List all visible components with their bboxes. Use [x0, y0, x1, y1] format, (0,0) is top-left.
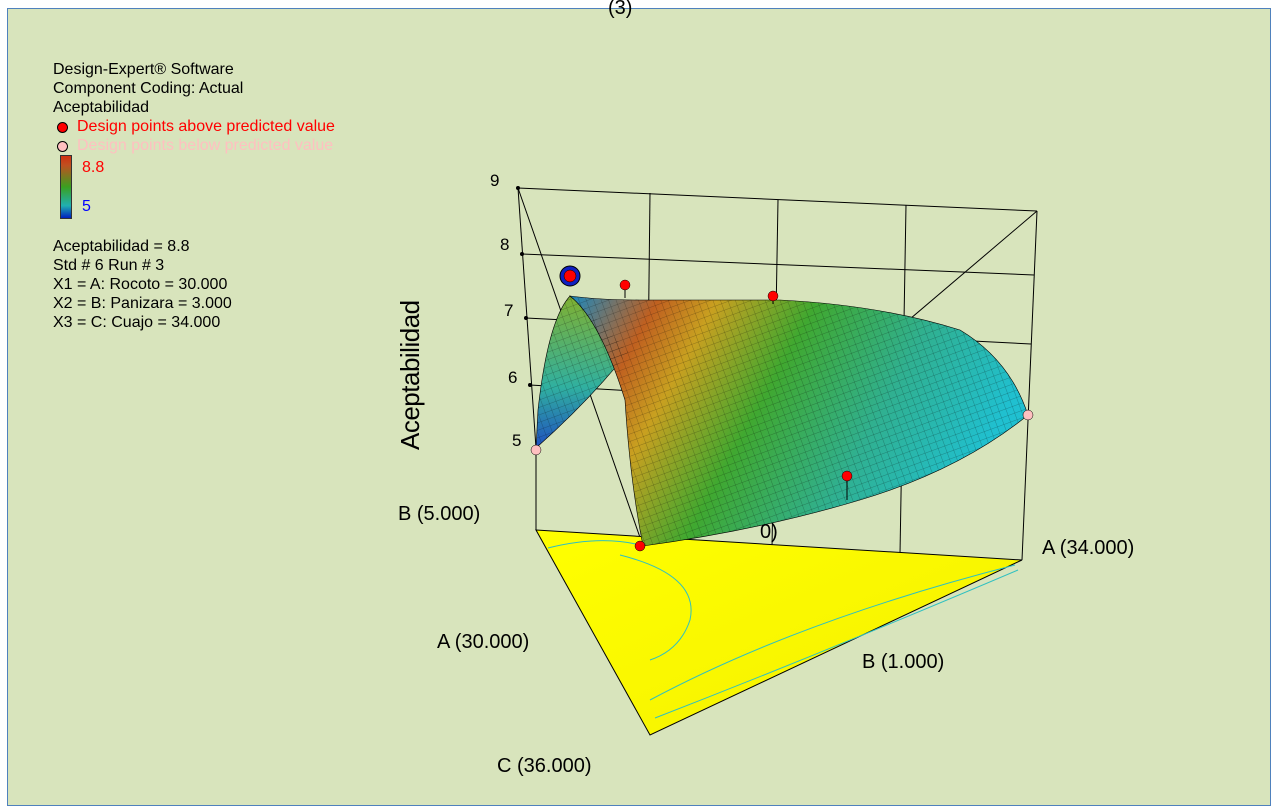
legend-below-label: Design points below predicted value	[77, 137, 334, 154]
z-ticks: 9 8 7 6 5	[490, 171, 532, 450]
colorbar-min: 5	[82, 198, 91, 215]
floor-contour	[654, 569, 1019, 719]
design-point-above	[563, 269, 577, 283]
grid-line	[521, 253, 1035, 276]
floor-contour	[619, 554, 692, 661]
design-point-above	[767, 290, 779, 302]
legend-below: Design points below predicted value	[53, 136, 335, 155]
z-axis-label: Aceptabilidad	[395, 300, 425, 450]
grid-line	[1021, 210, 1038, 561]
z-tick-label: 5	[512, 431, 521, 450]
software-name: Design-Expert® Software	[53, 61, 234, 78]
z-tick-label: 8	[500, 235, 509, 254]
legend-above: Design points above predicted value	[53, 117, 335, 136]
floor-contour	[547, 540, 641, 549]
design-point-above	[841, 470, 853, 482]
vertex-label-a-right: A (34.000)	[1042, 537, 1134, 559]
vertex-label-b-top: B (5.000)	[398, 503, 480, 525]
colorbar-max: 8.8	[82, 159, 105, 176]
vertex-label-b-bottom: B (1.000)	[862, 651, 944, 673]
response-name: Aceptabilidad	[53, 99, 150, 116]
z-tick-label: 6	[508, 368, 517, 387]
floor-contours	[547, 540, 1019, 719]
z-tick-label: 9	[490, 171, 499, 190]
surface-left-mesh	[536, 296, 628, 448]
detail-value: Aceptabilidad = 8.8	[53, 238, 190, 255]
floor-contour	[649, 564, 1016, 701]
below-dot-icon	[57, 141, 68, 152]
surface-mesh	[570, 296, 1028, 546]
hidden-label-fragment: 0)	[760, 521, 778, 543]
design-point-below	[530, 444, 542, 456]
detail-x2: X2 = B: Panizara = 3.000	[53, 295, 232, 312]
z-tick-label: 7	[504, 301, 513, 320]
info-panel: Design-Expert® Software Component Coding…	[53, 60, 335, 155]
coding-line: Component Coding: Actual	[53, 80, 244, 97]
point-details: Aceptabilidad = 8.8 Std # 6 Run # 3 X1 =…	[53, 237, 232, 332]
design-points	[530, 265, 1034, 552]
title-fragment: (3)	[608, 0, 633, 19]
design-point-above	[634, 540, 646, 552]
design-point-above	[619, 279, 631, 291]
detail-x1: X1 = A: Rocoto = 30.000	[53, 276, 228, 293]
design-point-below	[1022, 409, 1034, 421]
detail-std-run: Std # 6 Run # 3	[53, 257, 165, 274]
above-dot-icon	[57, 122, 68, 133]
grid-line	[517, 187, 1038, 212]
response-surface	[535, 295, 1029, 547]
vertex-label-a-left: A (30.000)	[437, 631, 529, 653]
detail-x3: X3 = C: Cuajo = 34.000	[53, 314, 221, 331]
legend-above-label: Design points above predicted value	[77, 118, 335, 135]
colorbar	[60, 155, 72, 219]
floor-triangle	[535, 529, 1023, 736]
vertex-label-c-bottom: C (36.000)	[497, 755, 592, 777]
